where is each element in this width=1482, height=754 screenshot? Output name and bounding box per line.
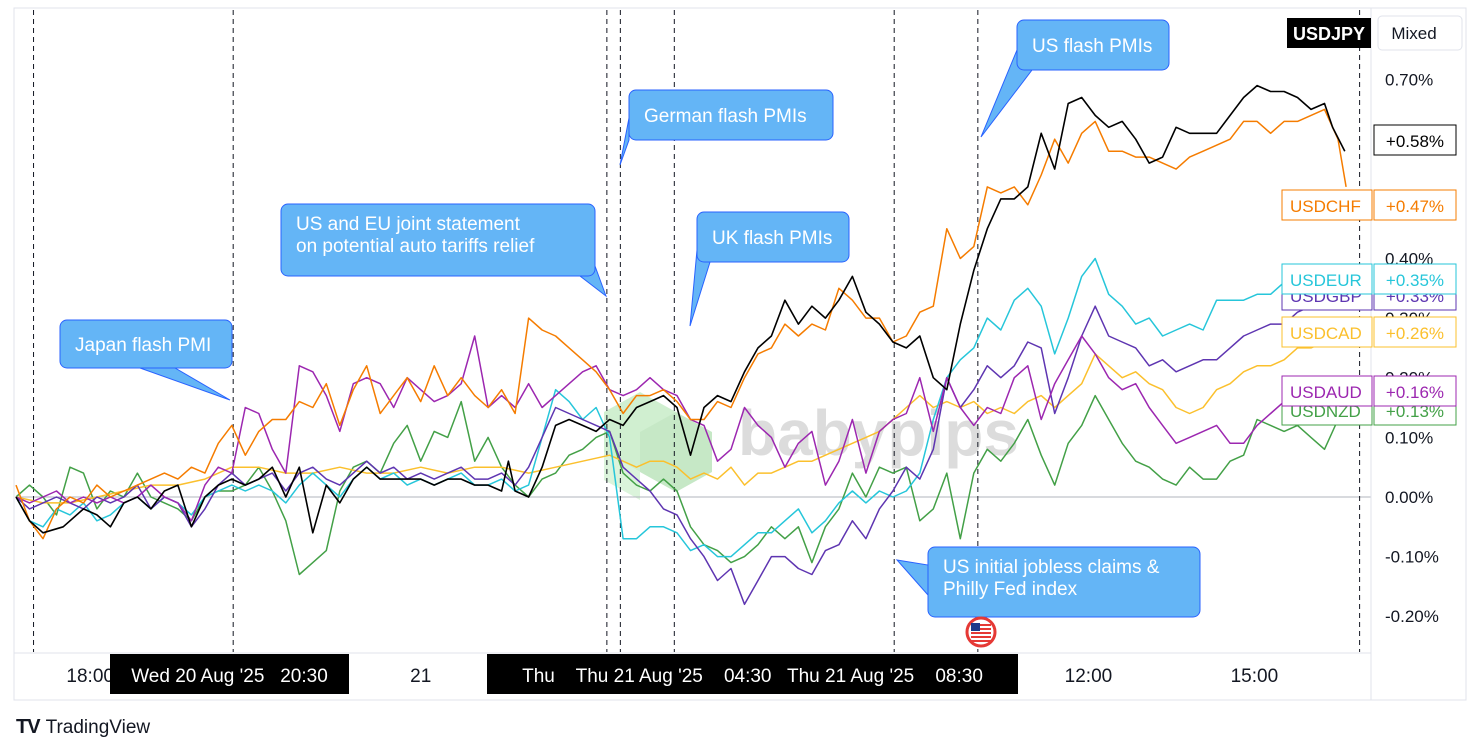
value-tag-bg xyxy=(1373,124,1457,156)
crosshair-time-bg xyxy=(487,654,1018,694)
symbol-badge[interactable]: USDJPY xyxy=(1287,18,1371,48)
series-line-usdnzd xyxy=(15,394,1339,576)
y-tick-label: -0.10% xyxy=(1385,548,1439,567)
value-tag-usdaud: USDAUD +0.16% xyxy=(1281,375,1457,407)
callout-text: US initial jobless claims & xyxy=(943,557,1160,578)
symbol-tag-bg xyxy=(1281,263,1373,295)
crosshair-time-bg xyxy=(110,654,349,694)
x-tick-label: 18:00 xyxy=(66,666,114,687)
scale-mode-bg xyxy=(1377,15,1463,51)
value-tag-label: +0.13% xyxy=(1386,402,1444,421)
flag-stripe xyxy=(971,624,991,626)
x-tick-label: 15:00 xyxy=(1231,666,1279,687)
callout-text: German flash PMIs xyxy=(644,106,807,127)
value-tag-label: +0.16% xyxy=(1386,383,1444,402)
series-line-usdeur xyxy=(15,257,1339,558)
symbol-tag-label: USDCAD xyxy=(1290,324,1362,343)
series-line-usdchf xyxy=(15,108,1347,540)
callout-text: US and EU joint statement xyxy=(296,214,521,235)
symbol-tag-label: USDEUR xyxy=(1290,271,1362,290)
series-line-usdcad xyxy=(15,341,1338,504)
y-tick-label: 0.70% xyxy=(1385,71,1433,90)
x-tick-label: 21 xyxy=(410,666,431,687)
value-tag-usdeur: USDEUR +0.35% xyxy=(1281,263,1457,295)
flag-canton xyxy=(971,623,980,631)
callout-text: Japan flash PMI xyxy=(75,335,211,356)
callout-box xyxy=(1016,19,1170,71)
scale-mode-button[interactable]: Mixed xyxy=(1377,15,1463,51)
flag-stripe xyxy=(971,640,991,642)
tradingview-logo-icon: TV xyxy=(16,716,41,738)
callout-text: on potential auto tariffs relief xyxy=(296,236,535,257)
callout-box xyxy=(696,211,850,263)
value-tag-usdcad: USDCAD +0.26% xyxy=(1281,316,1457,348)
symbol-tag-bg xyxy=(1281,375,1373,407)
symbol-tag-label: USDAUD xyxy=(1290,383,1362,402)
value-tag-bg xyxy=(1373,263,1457,295)
callout-box xyxy=(628,89,834,141)
us-flag-icon[interactable] xyxy=(965,616,997,648)
flag-stripe xyxy=(971,636,991,638)
event-callout: US flash PMIs xyxy=(980,19,1170,138)
value-tag-label: +0.58% xyxy=(1386,132,1444,151)
value-tag-bg xyxy=(1373,189,1457,221)
flag-stripe xyxy=(971,628,991,630)
callout-text: UK flash PMIs xyxy=(712,228,832,249)
crosshair-time-label: Thu Thu 21 Aug '25 04:30 Thu 21 Aug '25 … xyxy=(487,654,1018,694)
x-tick-label: Thu Thu 21 Aug '25 04:30 Thu 21 Aug '25 … xyxy=(522,666,983,687)
value-tag-bg xyxy=(1373,316,1457,348)
symbol-tag-label: USDNZD xyxy=(1290,402,1361,421)
watermark-hex-icon xyxy=(640,412,712,492)
x-tick-label: 12:00 xyxy=(1065,666,1113,687)
value-tag-bg xyxy=(1373,375,1457,407)
series-line-usdjpy xyxy=(15,84,1346,534)
symbol-label: USDJPY xyxy=(1293,24,1365,44)
series-line-usdaud xyxy=(15,335,1339,522)
symbol-tag-bg xyxy=(1281,316,1373,348)
callout-box xyxy=(927,546,1201,618)
event-callout: German flash PMIs xyxy=(619,89,834,166)
value-tag-usdjpy: +0.58% xyxy=(1373,124,1457,156)
x-tick-label: Wed 20 Aug '25 20:30 xyxy=(131,666,328,687)
value-tag-label: +0.35% xyxy=(1386,271,1444,290)
footer: TV TradingView xyxy=(16,716,150,739)
value-tag-label: +0.26% xyxy=(1386,324,1444,343)
scale-mode-label: Mixed xyxy=(1391,24,1436,43)
event-callout: UK flash PMIs xyxy=(689,211,850,327)
symbol-tag-bg xyxy=(1281,189,1373,221)
event-callout: US initial jobless claims &Philly Fed in… xyxy=(895,546,1201,618)
value-tag-usdchf: USDCHF +0.47% xyxy=(1281,189,1457,221)
value-tag-label: +0.47% xyxy=(1386,197,1444,216)
callout-text: Philly Fed index xyxy=(943,579,1078,600)
callout-box xyxy=(280,203,596,277)
crosshair-time-label: Wed 20 Aug '25 20:30 xyxy=(110,654,349,694)
symbol-tag-label: USDCHF xyxy=(1290,197,1361,216)
callout-box xyxy=(59,319,233,369)
y-tick-label: 0.00% xyxy=(1385,488,1433,507)
flag-stripe xyxy=(971,632,991,634)
series-line-usdgbp xyxy=(15,299,1338,606)
callout-text: US flash PMIs xyxy=(1032,36,1152,57)
symbol-badge-bg xyxy=(1287,18,1371,48)
y-tick-label: 0.10% xyxy=(1385,428,1433,447)
event-callout: Japan flash PMI xyxy=(59,319,233,401)
footer-brand[interactable]: TradingView xyxy=(45,716,151,738)
y-tick-label: -0.20% xyxy=(1385,607,1439,626)
